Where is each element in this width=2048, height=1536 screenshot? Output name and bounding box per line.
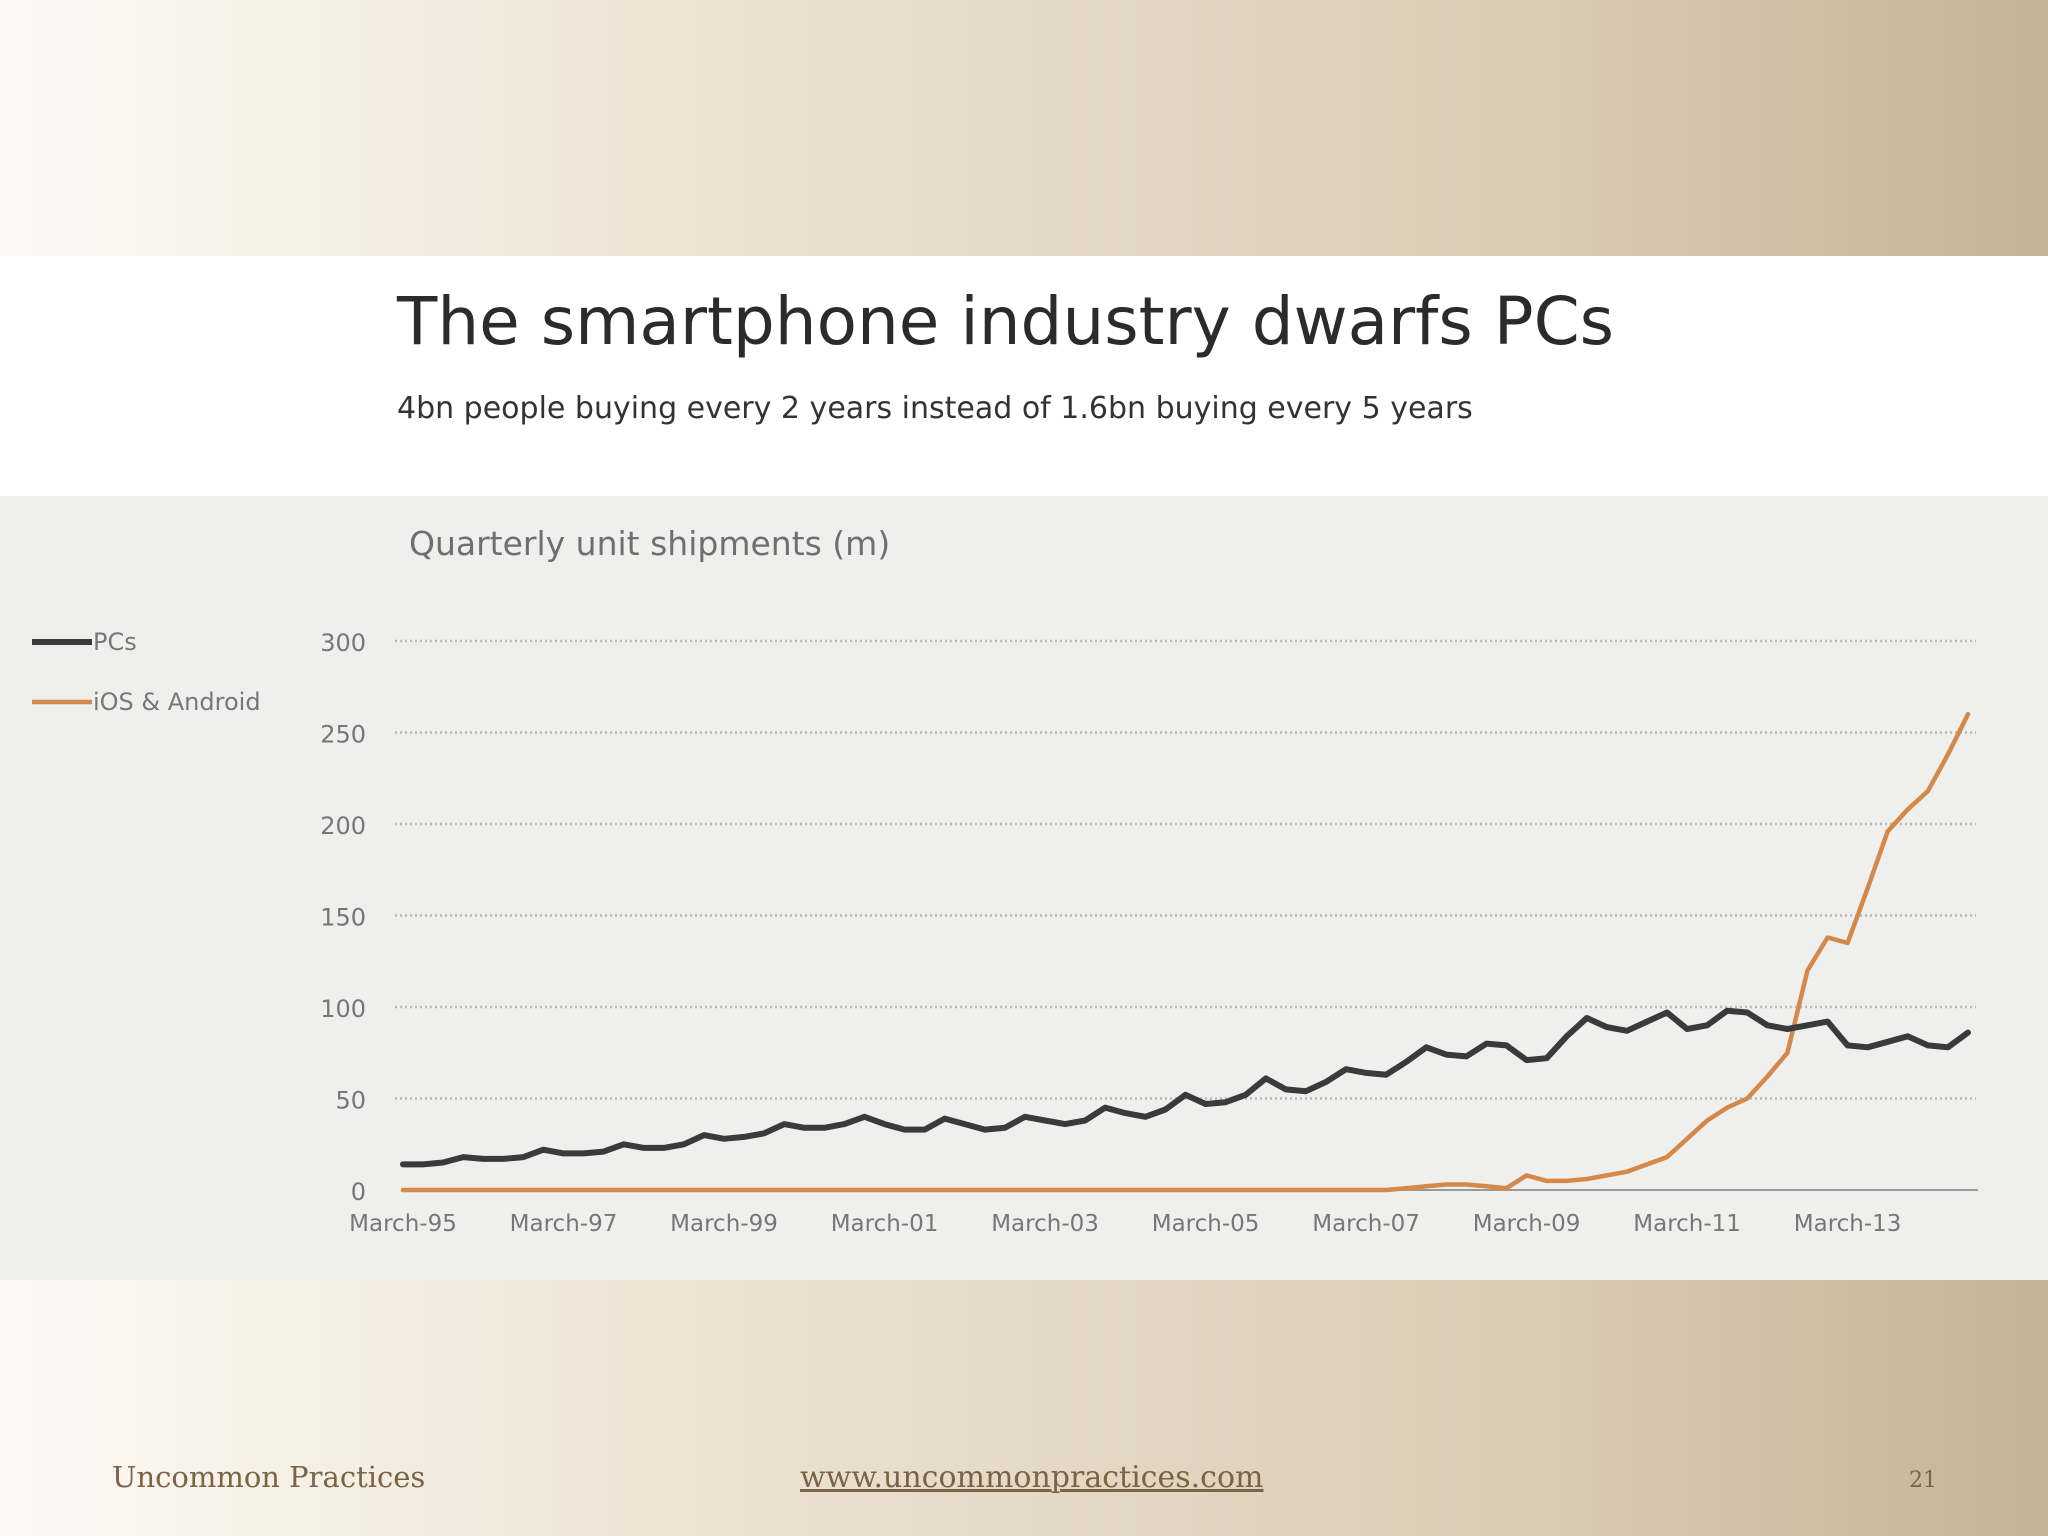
legend-label-pcs: PCs (93, 628, 137, 656)
legend-label-ios-android: iOS & Android (93, 688, 261, 716)
slide-subtitle: 4bn people buying every 2 years instead … (397, 391, 1473, 426)
x-tick-label-march-01: March-01 (831, 1211, 939, 1237)
x-tick-label-march-09: March-09 (1473, 1211, 1581, 1237)
footer-website-link[interactable]: www.uncommonpractices.com (800, 1460, 1264, 1495)
page-number: 21 (1909, 1468, 1937, 1493)
x-tick-label-march-99: March-99 (670, 1211, 778, 1237)
pcs-series-line (400, 1007, 1971, 1168)
footer-brand: Uncommon Practices (112, 1460, 426, 1494)
y-tick-label-0: 0 (351, 1178, 366, 1206)
x-tick-label-march-03: March-03 (991, 1211, 1099, 1237)
x-tick-label-march-05: March-05 (1152, 1211, 1260, 1237)
x-tick-label-march-95: March-95 (349, 1211, 457, 1237)
y-tick-label-150: 150 (320, 904, 366, 932)
chart-title: Quarterly unit shipments (m) (409, 524, 890, 563)
y-tick-label-50: 50 (335, 1087, 366, 1115)
y-tick-label-200: 200 (320, 812, 366, 840)
x-tick-label-march-13: March-13 (1794, 1211, 1902, 1237)
y-tick-label-250: 250 (320, 721, 366, 749)
ios-android-series-line (400, 711, 1971, 1193)
y-tick-label-100: 100 (320, 995, 366, 1023)
x-tick-label-march-11: March-11 (1633, 1211, 1741, 1237)
x-tick-label-march-97: March-97 (510, 1211, 618, 1237)
x-tick-label-march-07: March-07 (1312, 1211, 1420, 1237)
title-band (0, 256, 2048, 496)
shipments-chart: Quarterly unit shipments (m) 0 50 100 150 200… (32, 524, 1978, 1237)
y-tick-label-300: 300 (320, 629, 366, 657)
slide-title: The smartphone industry dwarfs PCs (397, 283, 1615, 360)
chart-panel: Quarterly unit shipments (m) 0 50 100 150 200… (0, 496, 2048, 1280)
